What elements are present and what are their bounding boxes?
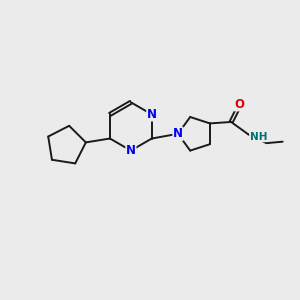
Text: N: N [173, 127, 183, 140]
Text: NH: NH [250, 132, 267, 142]
Text: N: N [126, 144, 136, 157]
Text: N: N [147, 108, 157, 121]
Text: O: O [234, 98, 244, 111]
